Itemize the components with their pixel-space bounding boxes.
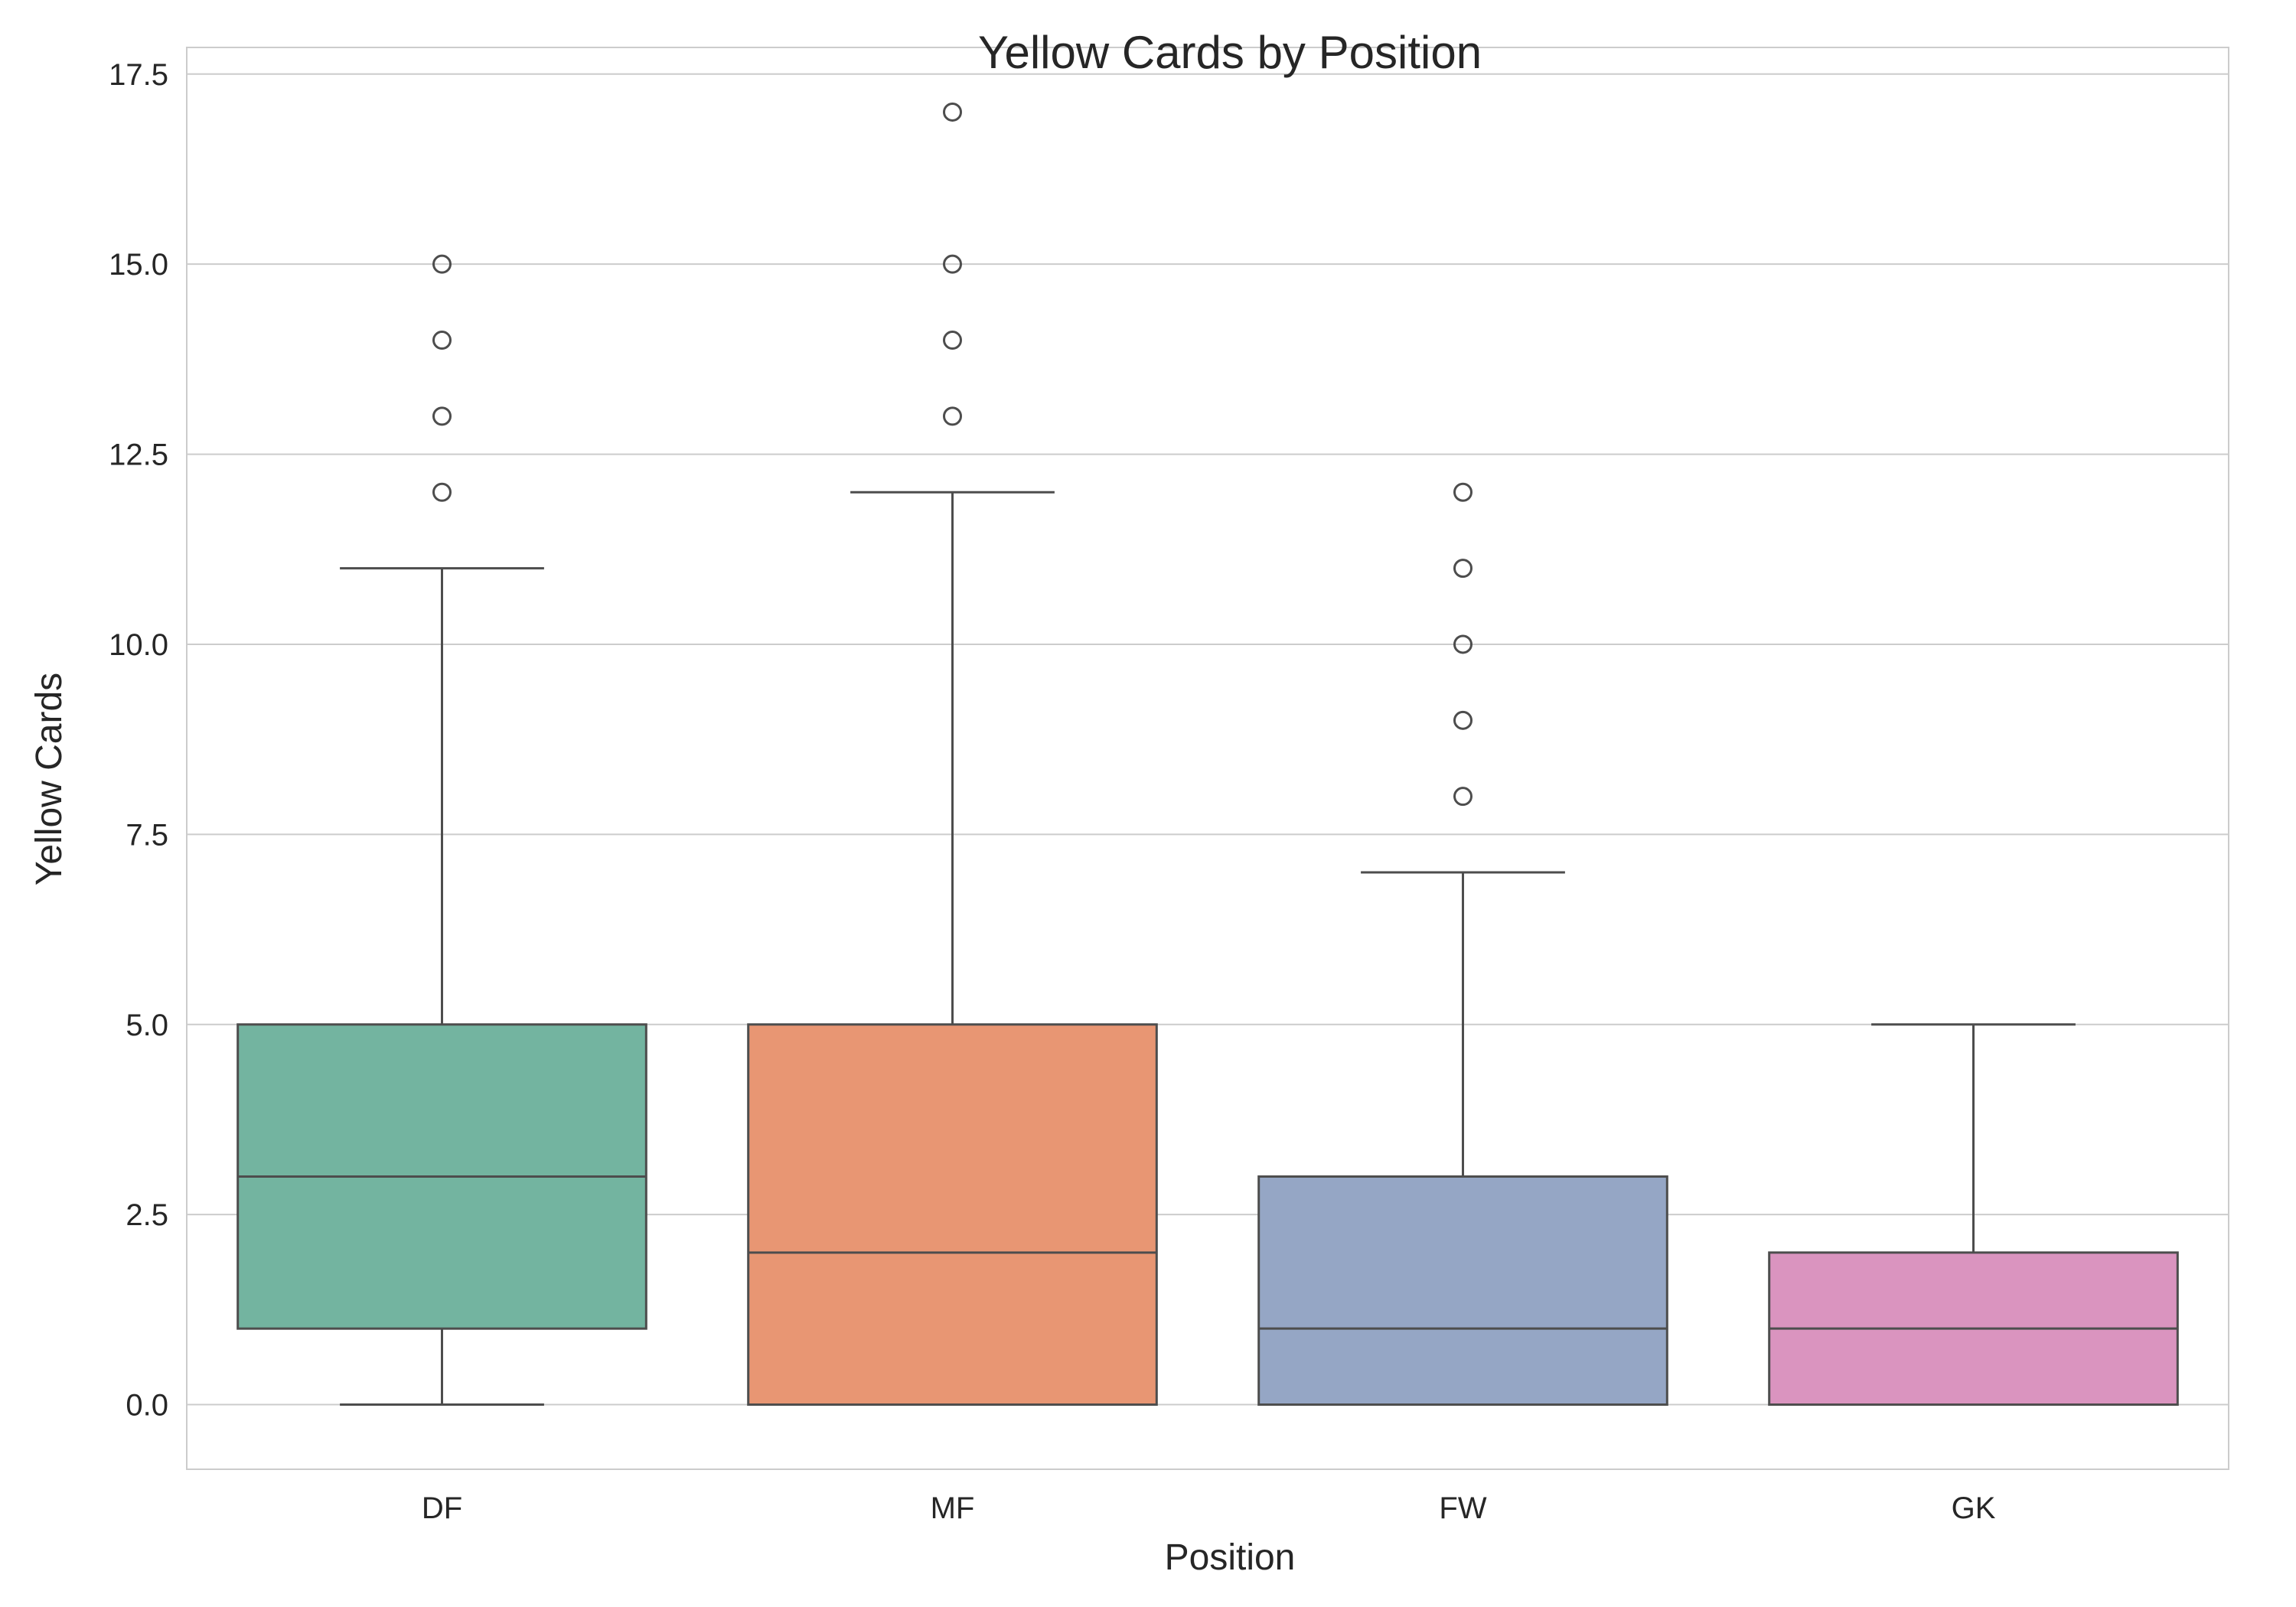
plot-area-frame <box>186 47 2229 1470</box>
x-tick-label: GK <box>1952 1491 1996 1525</box>
y-tick-label: 7.5 <box>126 818 168 852</box>
outlier-point <box>1453 482 1473 502</box>
box-iqr <box>747 1023 1158 1407</box>
outlier-point <box>943 406 962 426</box>
y-axis-label: Yellow Cards <box>29 673 70 885</box>
y-tick-label: 2.5 <box>126 1198 168 1232</box>
y-tick-label: 5.0 <box>126 1009 168 1042</box>
x-tick-labels: DF MF FW GK <box>422 1491 1996 1525</box>
box-group-fw <box>1257 482 1668 1407</box>
y-tick-label: 10.0 <box>109 628 168 662</box>
y-tick-label: 17.5 <box>109 58 168 92</box>
outlier-point <box>943 254 962 274</box>
chart-title: Yellow Cards by Position <box>978 27 1482 78</box>
y-tick-label: 12.5 <box>109 438 168 472</box>
outlier-point <box>943 331 962 350</box>
y-tick-label: 0.0 <box>126 1389 168 1423</box>
box-group-mf <box>747 102 1158 1407</box>
outlier-point <box>1453 559 1473 579</box>
outlier-point <box>1453 787 1473 807</box>
x-tick-label: FW <box>1439 1491 1486 1525</box>
y-tick-label: 15.0 <box>109 248 168 282</box>
box-series <box>236 102 2179 1407</box>
outlier-point <box>1453 634 1473 654</box>
outlier-point <box>943 102 962 122</box>
x-tick-label: DF <box>422 1491 462 1525</box>
box-iqr <box>1257 1175 1668 1407</box>
x-tick-label: MF <box>931 1491 975 1525</box>
y-tick-labels: 0.0 2.5 5.0 7.5 10.0 12.5 15.0 17.5 <box>109 58 168 1423</box>
outlier-point <box>432 254 452 274</box>
box-group-gk <box>1768 1023 2179 1407</box>
outlier-point <box>1453 710 1473 730</box>
outlier-point <box>432 482 452 502</box>
outlier-point <box>432 406 452 426</box>
outlier-point <box>432 331 452 350</box>
box-group-df <box>236 254 647 1407</box>
x-axis-label: Position <box>1165 1537 1296 1578</box>
